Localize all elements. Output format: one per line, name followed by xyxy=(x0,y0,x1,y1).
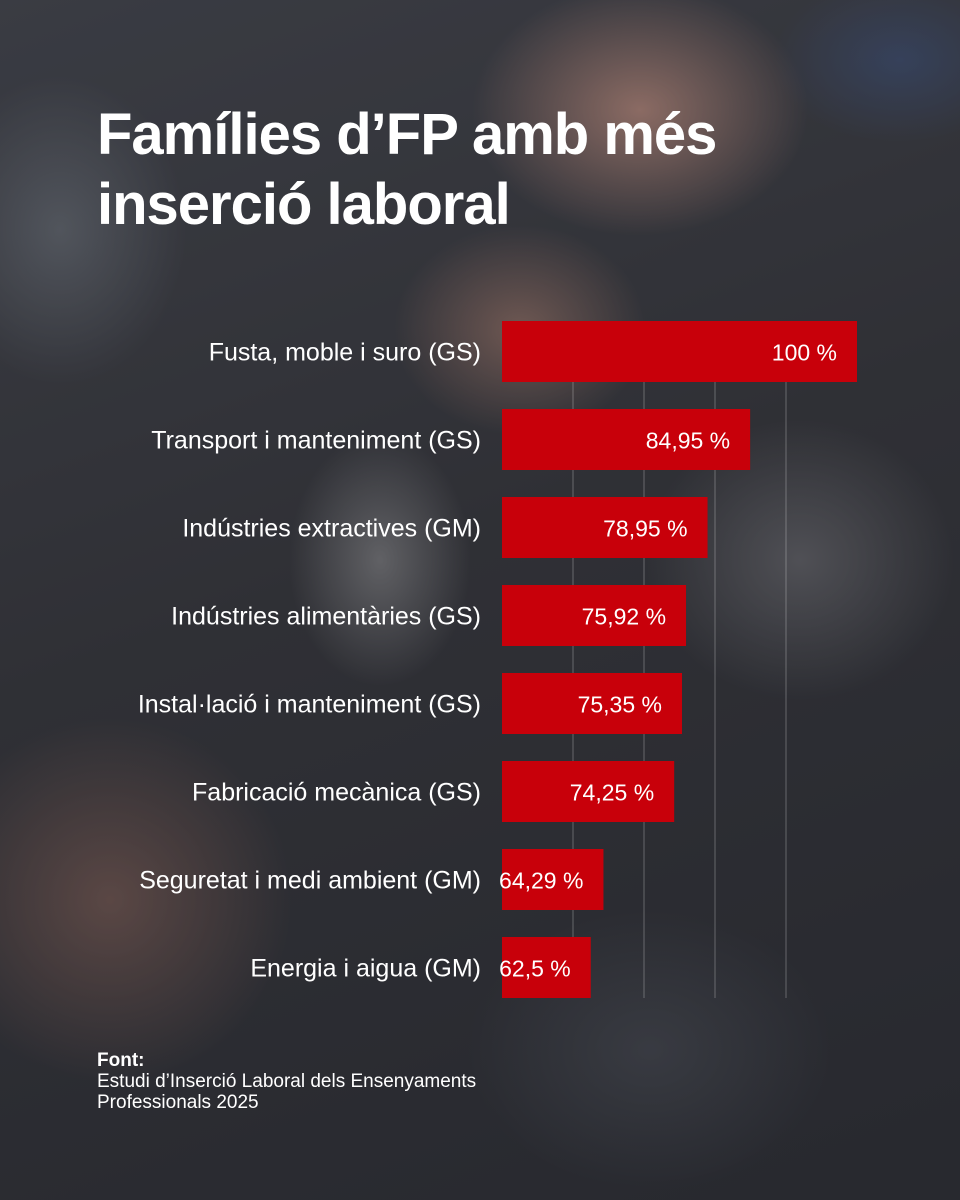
bar xyxy=(502,937,591,998)
bar xyxy=(502,321,857,382)
bar xyxy=(502,849,604,910)
value-label: 64,29 % xyxy=(499,868,583,894)
category-label: Fusta, moble i suro (GS) xyxy=(209,339,481,367)
value-label: 100 % xyxy=(772,340,837,366)
bar xyxy=(502,673,682,734)
bar xyxy=(502,585,687,646)
category-label: Instal·lació i manteniment (GS) xyxy=(138,691,481,719)
value-label: 78,95 % xyxy=(603,516,687,542)
category-label: Fabricació mecànica (GS) xyxy=(192,779,481,807)
value-label: 62,5 % xyxy=(499,956,571,982)
category-label: Indústries extractives (GM) xyxy=(182,515,481,543)
category-label: Indústries alimentàries (GS) xyxy=(171,603,481,631)
source-text: Estudi d’Inserció Laboral dels Ensenyame… xyxy=(97,1071,477,1113)
value-label: 84,95 % xyxy=(646,428,730,454)
value-label: 75,92 % xyxy=(582,604,666,630)
bar xyxy=(502,497,708,558)
value-label: 75,35 % xyxy=(578,692,662,718)
category-label: Transport i manteniment (GS) xyxy=(151,427,481,455)
category-label: Energia i aigua (GM) xyxy=(250,955,481,983)
source-note: Font: Estudi d’Inserció Laboral dels Ens… xyxy=(97,1050,497,1113)
value-label: 74,25 % xyxy=(570,780,654,806)
bar xyxy=(502,761,675,822)
bar xyxy=(502,409,751,470)
category-label: Seguretat i medi ambient (GM) xyxy=(139,867,481,895)
source-label: Font: xyxy=(97,1050,145,1071)
chart-title: Famílies d’FP amb més inserció laboral xyxy=(97,102,717,237)
